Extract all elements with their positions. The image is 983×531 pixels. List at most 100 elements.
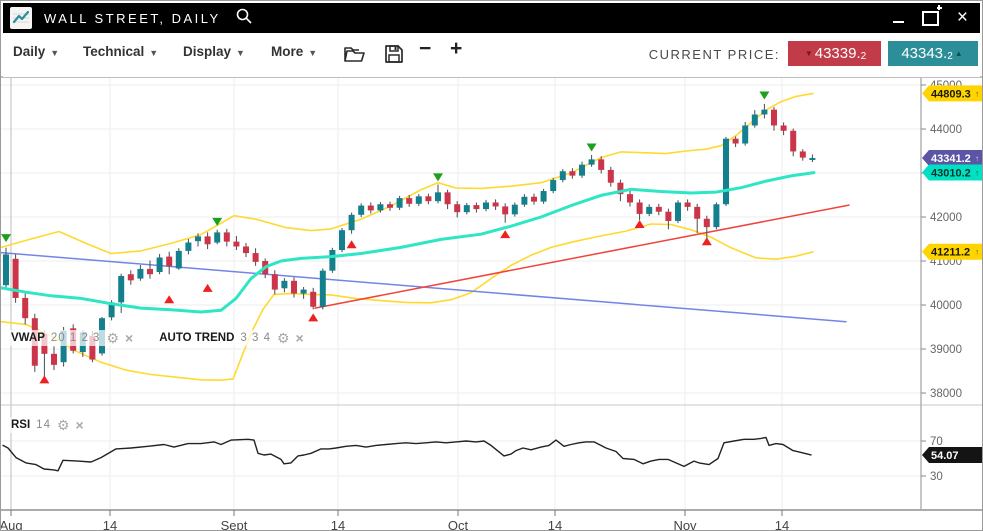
buy-marker-triangle-icon	[634, 220, 645, 229]
sell-marker-triangle-icon	[759, 91, 770, 100]
price-tag-arrow-icon: ↑	[975, 154, 979, 163]
vwap-label: VWAP	[11, 332, 45, 344]
zoom-out-button[interactable]: −	[419, 37, 432, 60]
candle-body	[108, 302, 115, 318]
candle-body	[492, 202, 499, 207]
candle-body	[358, 205, 365, 215]
candle-body	[665, 211, 672, 221]
rsi-remove-icon[interactable]: ×	[75, 416, 84, 433]
candle-body	[511, 204, 518, 215]
candle-body	[483, 202, 489, 210]
app-logo-icon	[10, 7, 32, 29]
open-folder-icon[interactable]	[343, 43, 367, 70]
candle-body	[223, 232, 230, 242]
candle-body	[627, 194, 633, 203]
price-tick-label: 39000	[930, 344, 962, 356]
restore-button[interactable]	[921, 5, 942, 28]
menu-display[interactable]: Display ▼	[183, 44, 245, 59]
minimize-icon	[892, 21, 904, 23]
zoom-in-button[interactable]: +	[450, 37, 463, 60]
price-tag-arrow-icon: ↑	[975, 89, 979, 98]
window-title: WALL STREET, DAILY	[44, 10, 221, 26]
menu-more[interactable]: More ▼	[271, 44, 317, 59]
candle-body	[559, 171, 566, 181]
candle-body	[780, 125, 787, 131]
candle-body	[502, 206, 509, 215]
candle-body	[291, 280, 297, 294]
candle-body	[185, 242, 192, 251]
menu-technical[interactable]: Technical ▼	[83, 44, 158, 59]
toolbar: Daily ▼ Technical ▼ Display ▼ More ▼ − +…	[3, 33, 980, 77]
date-tick-label: 14	[548, 518, 562, 531]
buy-marker-triangle-icon	[346, 240, 357, 249]
candle-body	[675, 202, 681, 221]
candle-body	[790, 130, 797, 152]
candle-body	[771, 109, 777, 126]
bid-price-decimal: 2	[860, 50, 867, 62]
candle-body	[387, 204, 393, 208]
menu-display-label: Display	[183, 44, 232, 59]
chevron-down-icon: ▼	[308, 47, 318, 58]
sell-marker-triangle-icon	[433, 173, 443, 182]
candle-body	[137, 268, 144, 279]
bid-price-value: 43339.	[814, 45, 861, 62]
vwap-settings-gear-icon[interactable]: ⚙	[106, 329, 120, 346]
menu-technical-label: Technical	[83, 44, 145, 59]
price-tag-shape	[922, 164, 982, 181]
candle-body	[588, 159, 595, 165]
save-icon[interactable]	[383, 43, 405, 70]
candle-body	[156, 257, 163, 272]
price-tag-shape	[922, 85, 982, 102]
trendline-ascending	[314, 204, 850, 309]
chart-background	[1, 77, 982, 530]
search-icon[interactable]	[235, 7, 253, 30]
date-tick-label: Aug	[1, 518, 23, 531]
candle-body	[204, 236, 211, 245]
candle-body	[732, 138, 739, 144]
candle-body	[684, 202, 691, 207]
candle-body	[579, 164, 585, 176]
candle-body	[694, 206, 701, 219]
price-tick-label: 40000	[930, 300, 962, 312]
auto-trend-remove-icon[interactable]: ×	[295, 329, 304, 346]
candle-body	[607, 169, 614, 183]
candle-body	[531, 196, 537, 202]
price-tick-label: 42000	[930, 212, 962, 224]
price-tag: 43341.2	[931, 153, 971, 165]
auto-trend-settings-gear-icon[interactable]: ⚙	[276, 329, 290, 346]
candle-body	[454, 204, 461, 213]
rsi-label-row: RSI 14 ⚙ ×	[5, 417, 90, 433]
close-button[interactable]: ×	[956, 7, 968, 28]
candle-body	[406, 198, 413, 204]
price-tag: 44809.3	[931, 88, 971, 100]
candle-body	[89, 335, 96, 360]
rsi-settings-gear-icon[interactable]: ⚙	[56, 416, 70, 433]
price-tag-shape	[922, 149, 982, 166]
candle-body	[598, 159, 605, 170]
minimize-button[interactable]	[892, 8, 904, 28]
candle-body	[540, 191, 547, 202]
candle-body	[636, 202, 643, 214]
candle-body	[646, 206, 653, 214]
candle-body	[51, 353, 57, 365]
sell-marker-triangle-icon	[212, 217, 223, 226]
candle-body	[329, 250, 336, 271]
bollinger-lower-band	[1, 223, 814, 382]
date-tick-label: 14	[775, 518, 789, 531]
buy-marker-triangle-icon	[701, 237, 712, 246]
ask-price-decimal: 2	[947, 50, 953, 62]
menu-daily-label: Daily	[13, 44, 46, 59]
candle-body	[435, 192, 441, 202]
buy-marker-triangle-icon	[500, 230, 511, 239]
vwap-remove-icon[interactable]: ×	[125, 329, 134, 346]
price-tag-arrow-icon: ↑	[975, 248, 979, 257]
rsi-line	[2, 436, 812, 472]
menu-daily[interactable]: Daily ▼	[13, 44, 59, 59]
sell-marker-triangle-icon	[1, 234, 11, 243]
rsi-params: 14	[36, 419, 51, 431]
vwap-params: 20 1 2 3	[50, 332, 101, 344]
rsi-label: RSI	[11, 419, 31, 431]
auto-trend-params: 3 3 4	[240, 332, 271, 344]
